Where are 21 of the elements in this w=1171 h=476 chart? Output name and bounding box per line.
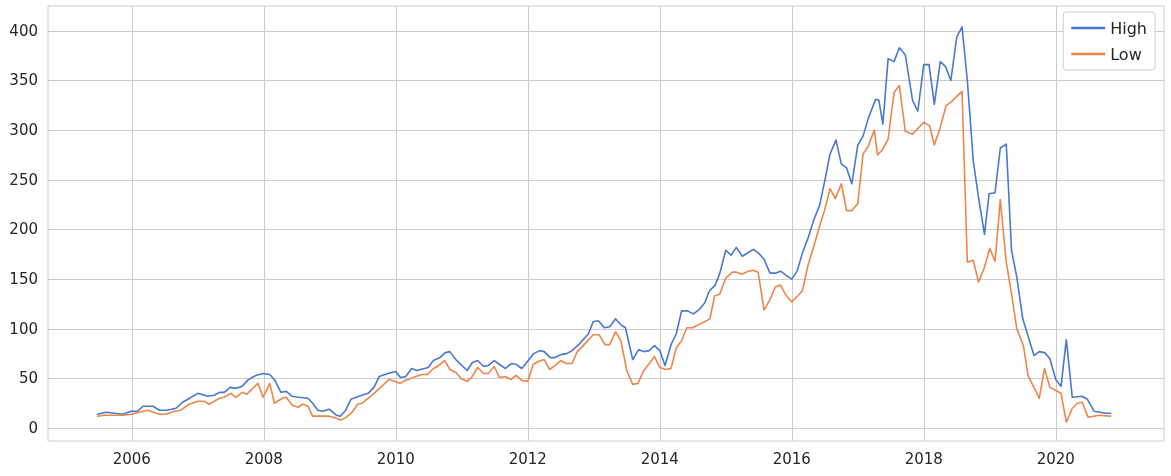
- x-tick-label: 2008: [244, 449, 283, 468]
- legend-label: Low: [1110, 44, 1142, 64]
- x-tick-label: 2016: [772, 449, 811, 468]
- x-tick-label: 2006: [112, 449, 151, 468]
- x-tick-label: 2012: [508, 449, 547, 468]
- x-tick-label: 2020: [1036, 449, 1075, 468]
- x-tick-label: 2014: [640, 449, 679, 468]
- y-tick-label: 150: [9, 270, 38, 289]
- x-tick-label: 2010: [376, 449, 415, 468]
- y-tick-label: 50: [18, 369, 38, 388]
- y-tick-label: 200: [9, 220, 38, 239]
- line-series: [96, 84, 1112, 423]
- y-tick-label: 100: [9, 319, 38, 338]
- line-series: [96, 26, 1112, 417]
- y-tick-label: 0: [28, 419, 38, 438]
- legend-label: High: [1110, 18, 1148, 38]
- y-tick-label: 400: [9, 21, 38, 40]
- x-tick-label: 2018: [904, 449, 943, 468]
- y-tick-label: 350: [9, 71, 38, 90]
- y-tick-label: 250: [9, 170, 38, 189]
- y-tick-label: 300: [9, 121, 38, 140]
